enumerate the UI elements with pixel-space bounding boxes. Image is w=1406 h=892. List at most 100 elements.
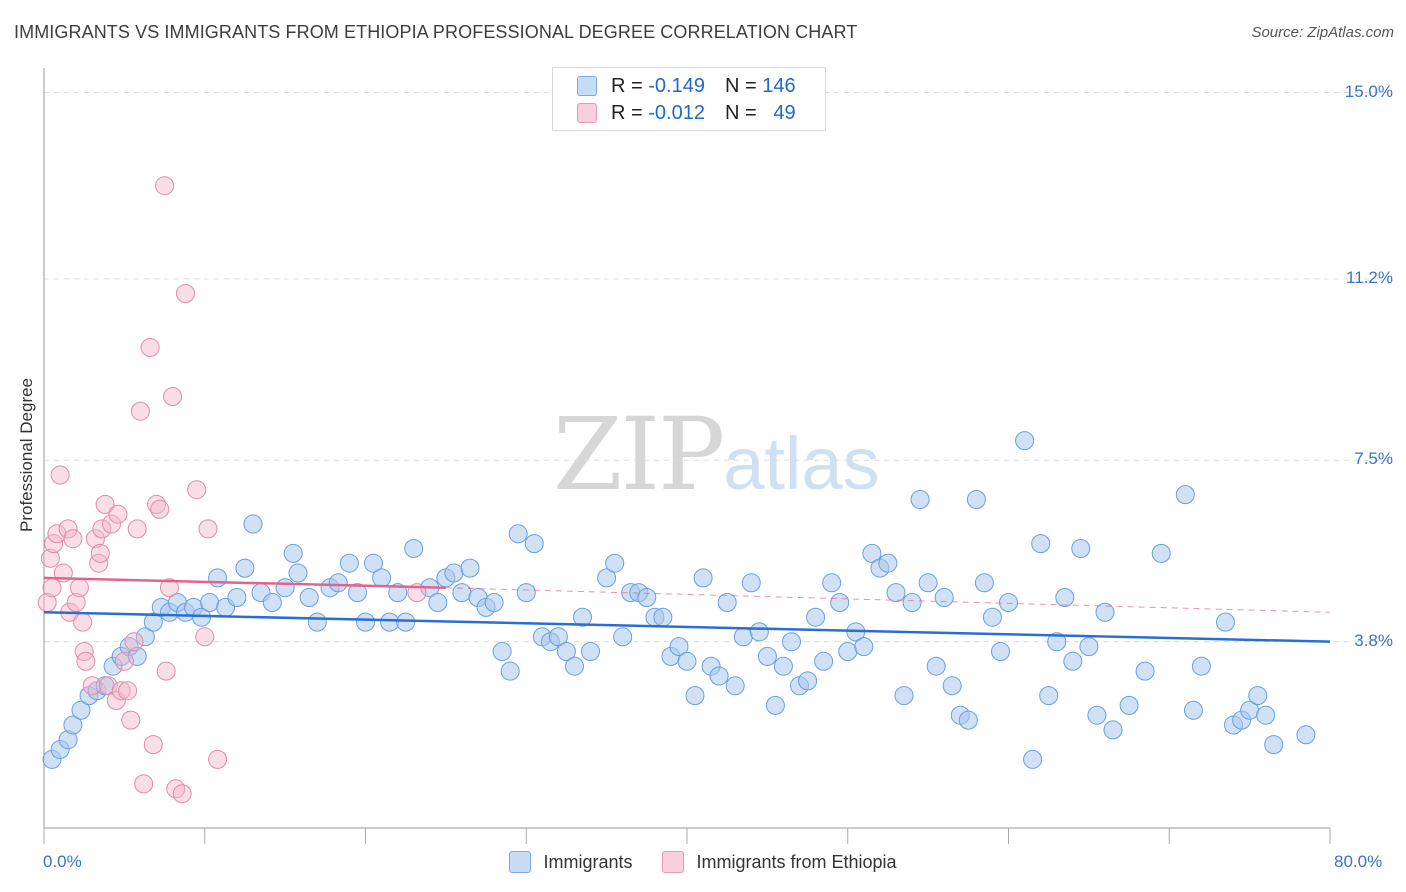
point-immigrants <box>516 583 536 603</box>
point-ethiopia <box>90 543 110 563</box>
point-immigrants <box>878 553 898 573</box>
point-immigrants <box>838 642 858 661</box>
point-immigrants <box>135 627 155 647</box>
point-ethiopia <box>95 494 115 514</box>
point-immigrants <box>127 646 147 666</box>
point-ethiopia <box>63 529 83 549</box>
point-immigrants <box>1248 686 1268 706</box>
point-immigrants <box>1183 700 1203 720</box>
point-ethiopia <box>198 519 218 539</box>
point-immigrants <box>1063 651 1083 671</box>
point-immigrants <box>653 607 673 627</box>
point-immigrants <box>1023 749 1043 769</box>
point-immigrants <box>460 558 480 578</box>
y-tick-label: 7.5% <box>1354 449 1393 469</box>
point-ethiopia <box>208 749 228 769</box>
point-ethiopia <box>82 676 102 696</box>
point-immigrants <box>974 573 994 593</box>
point-ethiopia <box>58 519 78 539</box>
stats-n-label: N = <box>724 101 757 124</box>
point-immigrants <box>1296 725 1316 745</box>
point-ethiopia <box>150 499 170 519</box>
point-immigrants <box>725 676 745 696</box>
legend-item-ethiopia[interactable]: Immigrants from Ethiopia <box>662 851 897 873</box>
point-immigrants <box>782 632 801 652</box>
x-tick-max: 80.0% <box>1334 852 1383 871</box>
point-immigrants <box>548 627 568 647</box>
point-immigrants <box>307 612 327 632</box>
point-ethiopia <box>118 681 138 701</box>
point-ethiopia <box>134 774 154 794</box>
point-immigrants <box>822 573 842 593</box>
point-immigrants <box>1135 661 1155 681</box>
point-immigrants <box>208 568 228 588</box>
point-immigrants <box>926 656 946 676</box>
point-immigrants <box>581 642 600 661</box>
point-immigrants <box>1079 637 1099 657</box>
point-immigrants <box>637 588 657 607</box>
point-immigrants <box>1031 534 1051 554</box>
point-ethiopia <box>74 642 94 661</box>
trend-lines <box>43 576 1331 643</box>
point-immigrants <box>982 607 1002 627</box>
watermark-atlas: atlas <box>723 422 880 505</box>
data-points <box>37 176 1316 804</box>
legend-item-immigrants[interactable]: Immigrants <box>509 851 632 873</box>
point-immigrants <box>902 593 922 612</box>
point-immigrants <box>372 568 392 588</box>
point-ethiopia <box>187 480 207 500</box>
point-immigrants <box>235 558 255 578</box>
point-ethiopia <box>50 465 70 485</box>
stats-n-label: N = <box>724 74 757 97</box>
point-immigrants <box>693 568 713 588</box>
point-immigrants <box>1151 543 1171 563</box>
point-immigrants <box>910 490 930 509</box>
point-immigrants <box>613 627 633 647</box>
point-ethiopia <box>172 784 192 804</box>
point-immigrants <box>1039 686 1059 706</box>
point-immigrants <box>958 710 978 730</box>
point-immigrants <box>806 607 826 627</box>
trend-line-ethiopia-extension <box>445 587 1331 613</box>
stats-n-value: 146 <box>762 74 796 97</box>
point-immigrants <box>814 651 834 671</box>
point-ethiopia <box>130 401 150 421</box>
point-ethiopia <box>66 593 86 612</box>
stats-n-value: 49 <box>773 101 796 124</box>
point-immigrants <box>492 642 512 661</box>
point-immigrants <box>717 593 737 612</box>
point-ethiopia <box>85 529 105 549</box>
point-immigrants <box>1216 612 1235 632</box>
point-immigrants <box>428 593 448 612</box>
point-immigrants <box>966 490 986 509</box>
watermark-zip: ZIP <box>553 396 725 513</box>
point-ethiopia <box>143 735 163 755</box>
point-immigrants <box>685 686 705 706</box>
y-tick-label: 3.8% <box>1354 630 1393 650</box>
point-ethiopia <box>166 779 186 799</box>
point-ethiopia <box>92 519 112 539</box>
stats-row-immigrants: R = -0.149 N = 146 <box>577 73 796 99</box>
point-immigrants <box>886 583 906 603</box>
point-immigrants <box>404 539 424 558</box>
point-immigrants <box>942 676 962 696</box>
stats-r-value: -0.149 <box>648 74 705 97</box>
point-immigrants <box>749 622 769 642</box>
point-immigrants <box>1103 720 1123 740</box>
point-ethiopia <box>73 612 93 632</box>
point-immigrants <box>854 637 874 657</box>
stats-r-label: R = <box>611 101 643 124</box>
point-ethiopia <box>102 514 121 534</box>
point-ethiopia <box>98 676 118 696</box>
point-immigrants <box>1264 735 1284 755</box>
trend-line-ethiopia <box>43 576 446 589</box>
point-immigrants <box>669 637 689 657</box>
point-immigrants <box>328 573 348 593</box>
point-ethiopia <box>140 338 160 357</box>
y-tick-label: 15.0% <box>1344 81 1393 101</box>
legend: Immigrants Immigrants from Ethiopia <box>0 851 1406 873</box>
point-immigrants <box>275 578 295 598</box>
point-immigrants <box>508 524 528 544</box>
point-immigrants <box>262 593 282 612</box>
